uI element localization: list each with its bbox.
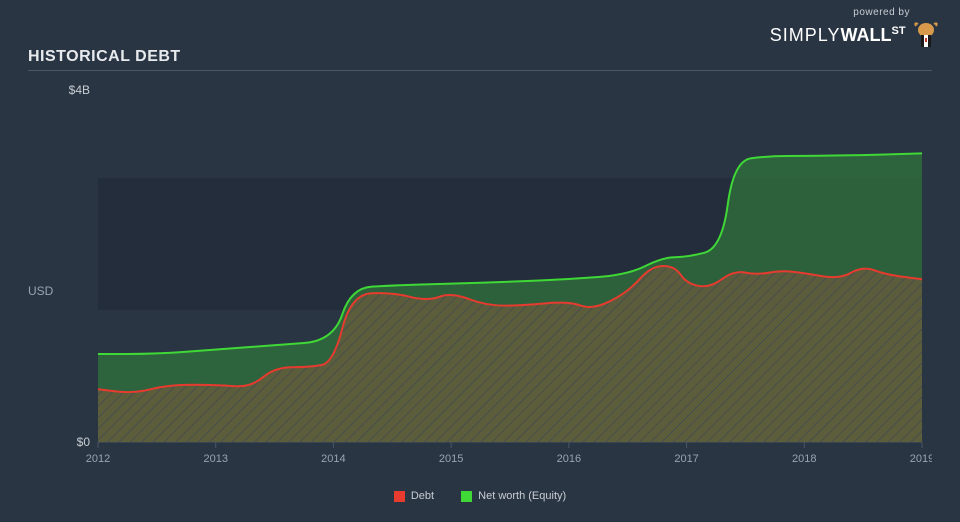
svg-text:2018: 2018 bbox=[792, 453, 816, 465]
y-axis-label: USD bbox=[28, 284, 53, 298]
brand-logo: powered by SIMPLYWALLST bbox=[770, 8, 940, 50]
svg-text:$0: $0 bbox=[77, 435, 91, 449]
svg-text:2012: 2012 bbox=[86, 453, 110, 465]
powered-by-text: powered by bbox=[770, 8, 910, 18]
bull-icon bbox=[912, 20, 940, 50]
svg-text:2015: 2015 bbox=[439, 453, 463, 465]
chart-legend: Debt Net worth (Equity) bbox=[28, 490, 932, 502]
svg-text:2013: 2013 bbox=[203, 453, 227, 465]
svg-text:2016: 2016 bbox=[557, 453, 581, 465]
legend-swatch-equity bbox=[461, 491, 472, 502]
legend-item-equity: Net worth (Equity) bbox=[461, 490, 566, 502]
legend-swatch-debt bbox=[394, 491, 405, 502]
chart-title: HISTORICAL DEBT bbox=[28, 48, 181, 66]
svg-text:2019: 2019 bbox=[910, 453, 932, 465]
area-chart: $0 $4B 2012 2013 2014 2015 2016 2017 2018 2019 bbox=[28, 80, 932, 502]
svg-text:2017: 2017 bbox=[674, 453, 698, 465]
brand-name: SIMPLYWALLST bbox=[770, 26, 906, 44]
legend-item-debt: Debt bbox=[394, 490, 434, 502]
chart-container: USD $0 $4B 2012 2013 2014 2015 2016 2017 2018 201… bbox=[28, 80, 932, 502]
svg-text:2014: 2014 bbox=[321, 453, 345, 465]
svg-text:$4B: $4B bbox=[69, 83, 90, 97]
title-divider bbox=[28, 70, 932, 71]
